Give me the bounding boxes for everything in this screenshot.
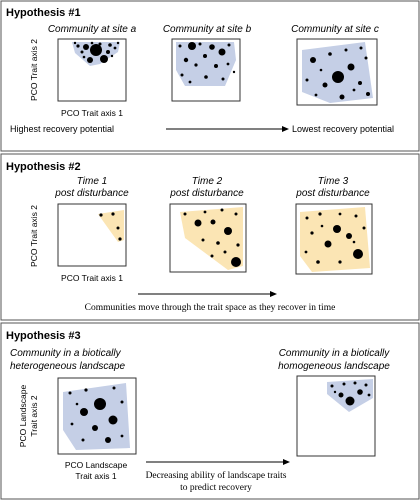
plot-1a bbox=[57, 38, 127, 102]
plot-3b-points bbox=[330, 381, 371, 406]
arrow-left-label: Highest recovery potential bbox=[10, 124, 114, 134]
plot-1b-caption: Community at site b bbox=[163, 24, 252, 35]
plot-2c bbox=[295, 203, 373, 275]
panel-1-arrowhead-icon bbox=[282, 126, 289, 132]
plot-2a-caption-line2: post disturbance bbox=[54, 188, 129, 199]
panel-2-arrowhead-icon bbox=[270, 291, 277, 297]
plot-2c-points bbox=[304, 212, 366, 264]
panel-1-title: Hypothesis #1 bbox=[6, 7, 81, 19]
panel-2-x-axis-label: PCO Trait axis 1 bbox=[61, 273, 123, 283]
plot-1a-points bbox=[73, 41, 120, 63]
panel-1-x-axis-label: PCO Trait axis 1 bbox=[61, 108, 123, 118]
plot-2b bbox=[169, 203, 247, 273]
plot-2c-caption-line1: Time 3 bbox=[318, 176, 349, 187]
plot-1b bbox=[171, 38, 241, 102]
plot-2a-hull bbox=[98, 210, 124, 242]
plot-2b-caption-line2: post disturbance bbox=[169, 188, 244, 199]
plot-2a-points bbox=[99, 212, 122, 241]
arrow-right-label: Lowest recovery potential bbox=[292, 124, 394, 134]
plot-3a-caption-line1: Community in a biotically bbox=[10, 348, 122, 359]
plot-2c-caption-line2: post disturbance bbox=[295, 188, 370, 199]
plot-3b-caption-line2: homogeneous landscape bbox=[278, 361, 390, 372]
plot-2a bbox=[57, 203, 127, 267]
panel-3-arrow-label-line2: to predict recovery bbox=[180, 483, 252, 493]
panel-3-arrowhead-icon bbox=[283, 459, 290, 465]
panel-2-arrow-label: Communities move through the trait space… bbox=[85, 303, 336, 313]
plot-3a bbox=[57, 377, 137, 455]
plot-3b-caption-line1: Community in a biotically bbox=[279, 348, 391, 359]
plot-3a-caption-line2: heterogeneous landscape bbox=[10, 361, 126, 372]
panel-3-x-axis-label-line1: PCO Landscape bbox=[65, 460, 128, 470]
panel-3-y-axis-label-line2: Trait axis 2 bbox=[29, 395, 39, 437]
plot-1a-caption: Community at site a bbox=[48, 24, 137, 35]
plot-2a-caption-line1: Time 1 bbox=[77, 176, 107, 187]
panel-1-y-axis-label: PCO Trait axis 2 bbox=[29, 39, 39, 101]
plot-1c-points bbox=[305, 46, 370, 100]
plot-3a-points bbox=[68, 386, 124, 443]
panel-3-x-axis-label-line2: Trait axis 1 bbox=[75, 471, 117, 481]
plot-2b-caption-line1: Time 2 bbox=[192, 176, 223, 187]
panel-2-y-axis-label: PCO Trait axis 2 bbox=[29, 205, 39, 267]
panel-2-title: Hypothesis #2 bbox=[6, 161, 81, 173]
plot-2c-hull bbox=[300, 207, 370, 272]
plot-1b-points bbox=[178, 42, 236, 84]
plot-1c bbox=[296, 38, 378, 106]
panel-3-y-axis-label-line1: PCO Landscape bbox=[18, 385, 28, 448]
plot-1c-caption: Community at site c bbox=[291, 24, 379, 35]
plot-3a-hull bbox=[63, 383, 130, 450]
plot-2b-points bbox=[183, 208, 241, 267]
panel-3-title: Hypothesis #3 bbox=[6, 330, 81, 342]
plot-3b bbox=[296, 375, 376, 457]
panel-3-arrow-label-line1: Decreasing ability of landscape traits bbox=[146, 470, 287, 481]
plot-3b-hull bbox=[327, 379, 373, 412]
